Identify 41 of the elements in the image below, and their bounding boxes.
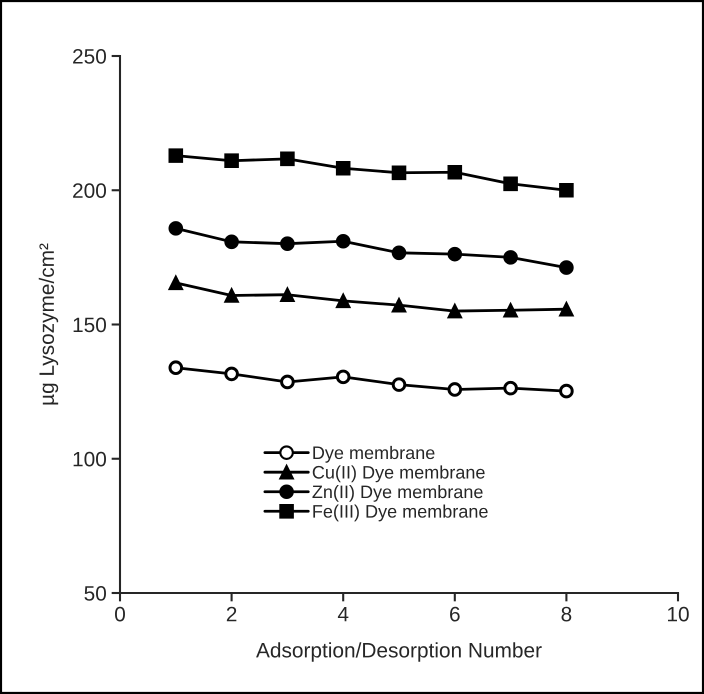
point xyxy=(392,298,406,312)
point xyxy=(503,302,518,318)
point xyxy=(280,236,295,251)
legend-label: Dye membrane xyxy=(313,446,434,463)
point xyxy=(559,182,574,198)
x-axis-title: Adsorption/Desorption Number xyxy=(256,642,542,662)
point xyxy=(559,302,574,316)
x-tick-label: 0 xyxy=(115,606,125,622)
point xyxy=(224,234,239,250)
y-tick-label: 100 xyxy=(74,452,106,467)
point xyxy=(168,221,184,236)
point xyxy=(503,176,518,192)
point xyxy=(336,234,350,249)
x-tick-label: 8 xyxy=(562,606,572,622)
legend-label: Cu(II) Dye membrane xyxy=(312,465,485,482)
point xyxy=(336,160,350,176)
point xyxy=(448,164,462,180)
point xyxy=(168,148,184,163)
x-tick-label: 6 xyxy=(450,606,460,622)
point xyxy=(448,304,462,318)
y-tick-label: 150 xyxy=(74,318,106,332)
point xyxy=(448,246,462,262)
point xyxy=(503,250,518,265)
point xyxy=(168,276,184,290)
point xyxy=(392,246,406,260)
legend-label: Fe(III) Dye membrane xyxy=(313,504,488,522)
point xyxy=(280,152,295,166)
point xyxy=(336,294,350,308)
legend-label: Zn(II) Dye membrane xyxy=(312,484,483,502)
y-axis-title: µg Lysozyme/cm² xyxy=(38,243,58,405)
y-tick-label: 200 xyxy=(73,183,106,198)
x-tick-label: 4 xyxy=(338,606,348,622)
point xyxy=(559,260,574,275)
point xyxy=(224,288,239,303)
point xyxy=(280,287,295,302)
x-tick-label: 2 xyxy=(226,606,236,622)
x-tick-label: 10 xyxy=(668,606,689,622)
y-tick-label: 50 xyxy=(84,586,106,601)
point xyxy=(392,166,406,180)
y-tick-label: 250 xyxy=(73,49,106,64)
point xyxy=(224,153,239,168)
